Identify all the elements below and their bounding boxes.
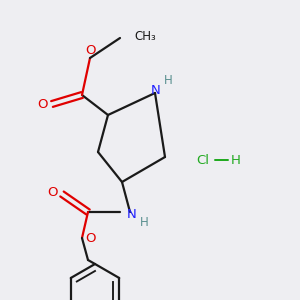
Text: N: N: [151, 85, 161, 98]
Text: CH₃: CH₃: [134, 29, 156, 43]
Text: Cl: Cl: [196, 154, 209, 166]
Text: H: H: [164, 74, 172, 88]
Text: O: O: [48, 185, 58, 199]
Text: H: H: [231, 154, 241, 166]
Text: N: N: [127, 208, 137, 220]
Text: O: O: [38, 98, 48, 110]
Text: O: O: [86, 44, 96, 56]
Text: H: H: [140, 215, 148, 229]
Text: O: O: [85, 232, 95, 244]
